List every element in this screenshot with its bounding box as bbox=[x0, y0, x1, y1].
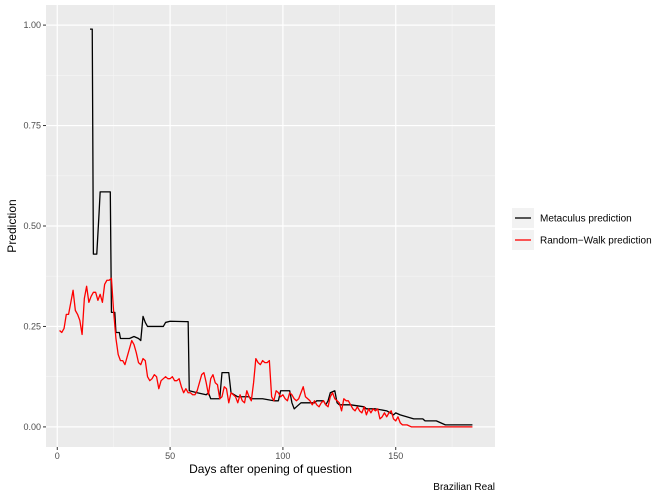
x-tick-label: 50 bbox=[165, 451, 175, 461]
x-tick-label: 0 bbox=[55, 451, 60, 461]
chart-caption: Brazilian Real bbox=[433, 482, 495, 493]
legend-label-random-walk: Random−Walk prediction bbox=[540, 236, 652, 247]
legend: Metaculus prediction Random−Walk predict… bbox=[512, 208, 652, 250]
x-axis-title: Days after opening of question bbox=[189, 462, 352, 476]
series-line-random-walk bbox=[59, 277, 473, 428]
x-tick-label: 100 bbox=[275, 451, 290, 461]
legend-label-metaculus: Metaculus prediction bbox=[540, 214, 632, 225]
major-gridlines bbox=[46, 5, 495, 447]
y-tick-label: 0.00 bbox=[23, 422, 41, 432]
series-layer bbox=[59, 28, 473, 428]
y-axis-title: Prediction bbox=[5, 199, 19, 252]
y-tick-label: 1.00 bbox=[23, 20, 41, 30]
x-tick-label: 150 bbox=[388, 451, 403, 461]
axis-layer: 0 50 100 150 0.00 0.25 0.50 0.75 1.00 bbox=[23, 20, 403, 461]
y-tick-label: 0.50 bbox=[23, 221, 41, 231]
y-tick-label: 0.25 bbox=[23, 321, 41, 331]
y-tick-label: 0.75 bbox=[23, 121, 41, 131]
